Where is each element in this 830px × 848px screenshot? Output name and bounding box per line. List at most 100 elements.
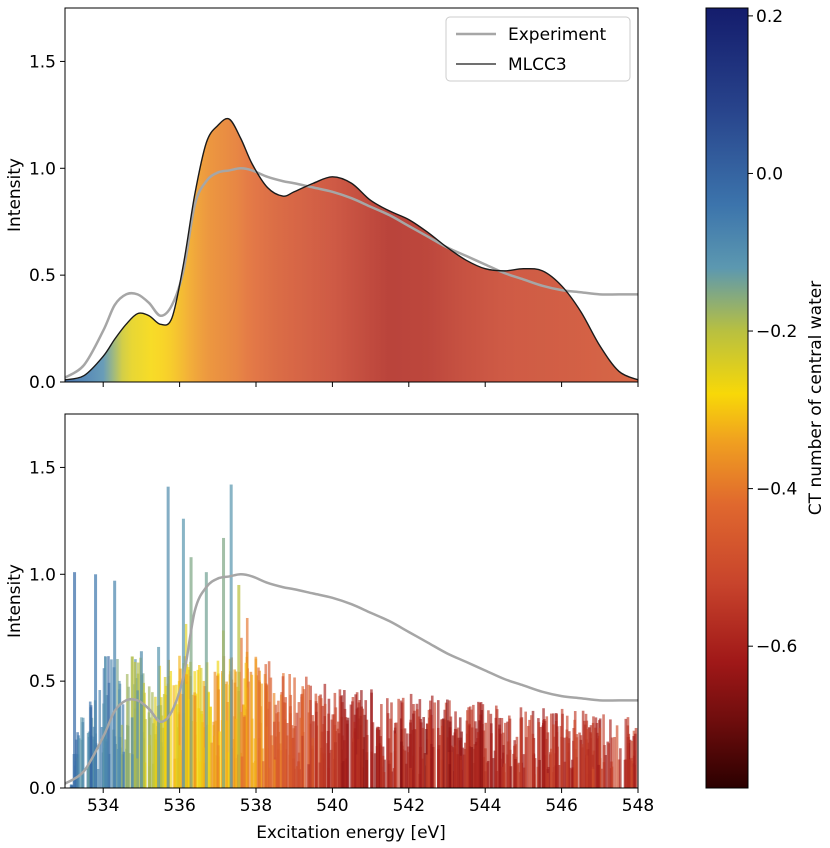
stick-bar (421, 758, 425, 788)
stick-bar (544, 738, 548, 788)
stick-bar (565, 715, 569, 788)
stick-bar (164, 716, 167, 788)
colorbar: 0.2 0.0 −0.2 −0.4 −0.6 CT number of central … (705, 7, 826, 789)
stick-bar (417, 716, 421, 788)
x-tick-label: 540 (316, 796, 348, 816)
stick-bar (71, 785, 74, 788)
stick-bar (380, 704, 383, 788)
stick-bar (430, 695, 434, 788)
stick-bar (370, 689, 373, 788)
stick-bar (106, 738, 109, 788)
colorbar-tick-label: 0.2 (756, 7, 783, 27)
mlcc3-filled-spectrum (65, 118, 638, 382)
bottom-y-ticks: 0.0 0.5 1.0 1.5 (29, 458, 65, 799)
experiment-line-top (65, 167, 638, 379)
stick-bar (381, 755, 385, 788)
stick-bar (531, 733, 535, 788)
stick-bar-notable (166, 486, 170, 788)
stick-bar (297, 702, 301, 788)
stick-bar-notable (73, 572, 77, 788)
stick-bar (498, 724, 501, 788)
stick-bar (554, 713, 558, 788)
stick-bar (607, 743, 611, 788)
y-tick-label: 0.5 (29, 672, 56, 692)
stick-bar (89, 705, 93, 788)
stick-bar (461, 747, 465, 788)
stick-bar (549, 748, 553, 788)
stick-bar (142, 682, 146, 788)
stick-bar (409, 693, 413, 788)
x-tick-label: 534 (87, 796, 119, 816)
stick-bar (459, 755, 463, 788)
stick-bar (560, 736, 564, 788)
top-y-ticks: 0.0 0.5 1.0 1.5 (29, 52, 65, 393)
stick-bar (389, 718, 392, 788)
stick-bar (131, 754, 134, 788)
stick-bar (617, 759, 621, 788)
stick-bar (279, 743, 282, 788)
x-tick-label: 542 (393, 796, 425, 816)
stick-bar (624, 718, 628, 788)
stick-bar (96, 769, 100, 788)
stick-bar-notable (229, 484, 233, 788)
colorbar-tick-label: −0.2 (756, 322, 797, 342)
x-tick-label: 544 (469, 796, 501, 816)
stick-bar (528, 719, 531, 788)
stick-bar (80, 717, 83, 788)
stick-bar (412, 713, 415, 788)
stick-bar (305, 676, 308, 788)
stick-bar (371, 722, 375, 788)
stick-bar (538, 759, 541, 788)
mlcc3-line (65, 117, 638, 381)
stick-bar (201, 722, 204, 788)
stick-bar (588, 727, 591, 788)
x-tick-label: 538 (240, 796, 272, 816)
stick-bar (178, 745, 181, 788)
stick-bar (632, 763, 636, 788)
stick-bar (487, 710, 490, 788)
stick-bar (100, 726, 104, 788)
stick-bar (294, 725, 297, 788)
top-y-axis-label: Intensity (5, 158, 25, 232)
stick-bar (326, 743, 329, 788)
stick-bar-notable (204, 572, 208, 788)
stick-bar (254, 658, 258, 788)
stick-bar (563, 737, 566, 788)
stick-bar (319, 698, 323, 788)
stick-bar (202, 747, 206, 788)
legend-experiment-label: Experiment (508, 25, 607, 45)
stick-bar (169, 670, 173, 788)
stick-bar (419, 718, 423, 788)
stick-bar (537, 722, 541, 788)
stick-bar (176, 704, 179, 788)
stick-bar (216, 745, 220, 788)
stick-bar (253, 738, 257, 788)
stick-bar (546, 773, 549, 788)
stick-bar (271, 745, 274, 788)
bottom-x-axis-label: Excitation energy [eV] (256, 823, 446, 843)
stick-bar (495, 709, 499, 788)
stick-bar (542, 708, 545, 788)
stick-bar (272, 721, 276, 788)
stick-bar (592, 716, 595, 788)
stick-bar (456, 754, 460, 788)
bottom-axes-frame (64, 413, 639, 789)
stick-bar (476, 732, 480, 788)
stick-spectrum (69, 484, 638, 788)
y-tick-label: 0.0 (29, 373, 56, 393)
stick-bar (332, 729, 336, 788)
stick-bar (295, 712, 299, 788)
stick-bar (591, 768, 595, 788)
stick-bar (122, 751, 126, 788)
stick-bar (233, 669, 237, 788)
stick-bar (92, 736, 96, 788)
stick-bar (349, 704, 353, 788)
stick-bar (130, 717, 134, 788)
stick-bar-notable (237, 584, 241, 788)
stick-bar (470, 747, 474, 788)
stick-bar (174, 701, 177, 788)
stick-bar (196, 669, 200, 788)
stick-bar-notable (222, 537, 226, 788)
stick-bar (454, 711, 457, 788)
stick-bar (466, 710, 469, 788)
